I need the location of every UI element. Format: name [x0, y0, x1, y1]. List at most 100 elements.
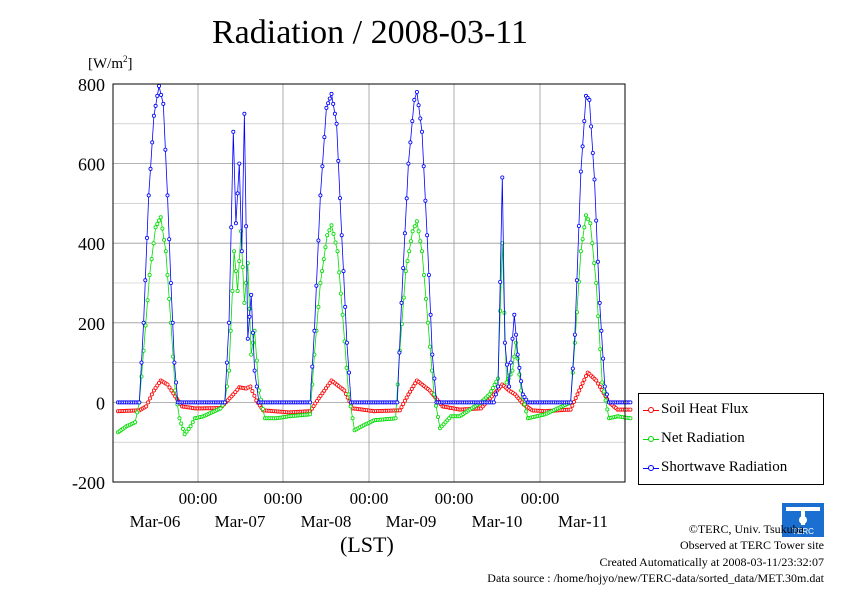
- data-point: [171, 391, 176, 396]
- data-point: [419, 129, 424, 134]
- data-point: [508, 360, 513, 365]
- x-tick-time: 00:00: [350, 489, 389, 508]
- legend-label-net: Net Radiation: [661, 430, 745, 446]
- data-point: [139, 360, 144, 365]
- data-point: [143, 278, 148, 283]
- data-point: [156, 218, 161, 223]
- data-point: [524, 397, 529, 402]
- data-point: [250, 330, 255, 335]
- data-point: [393, 416, 398, 421]
- x-tick-date: Mar-10: [472, 512, 523, 531]
- data-point: [182, 432, 187, 437]
- data-point: [334, 121, 339, 126]
- data-point: [416, 103, 421, 108]
- data-point: [628, 407, 633, 412]
- data-point: [344, 340, 349, 345]
- data-point: [588, 221, 593, 226]
- data-point: [324, 105, 329, 110]
- data-point: [423, 198, 428, 203]
- data-point: [325, 233, 330, 238]
- data-point: [341, 269, 346, 274]
- data-point: [568, 400, 573, 405]
- data-point: [584, 374, 589, 379]
- data-point: [408, 140, 413, 145]
- y-tick-label: 400: [78, 234, 105, 254]
- legend: Soil Heat Flux Net Radiation Shortwave R…: [638, 393, 824, 485]
- credit-copyright: ©TERC, Univ. Tsukuba: [688, 522, 804, 536]
- data-point: [580, 237, 585, 242]
- data-point: [250, 389, 255, 394]
- data-point: [235, 191, 240, 196]
- data-point: [427, 344, 432, 349]
- data-point: [596, 314, 601, 319]
- data-point: [188, 424, 193, 429]
- y-tick-label: 600: [78, 155, 105, 175]
- data-point: [599, 328, 604, 333]
- data-point: [404, 196, 409, 201]
- data-point: [337, 196, 342, 201]
- data-point: [408, 239, 413, 244]
- data-point: [239, 249, 244, 254]
- data-point: [144, 404, 149, 409]
- data-point: [587, 97, 592, 102]
- x-tick-date: Mar-08: [301, 512, 352, 531]
- data-point: [308, 412, 313, 417]
- data-point: [406, 392, 411, 397]
- data-point: [254, 384, 259, 389]
- data-point: [233, 221, 238, 226]
- data-point: [169, 388, 174, 393]
- data-point: [580, 144, 585, 149]
- data-point: [594, 378, 599, 383]
- chart-title: Radiation / 2008-03-11: [211, 14, 529, 51]
- data-point: [433, 403, 438, 408]
- data-point: [150, 140, 155, 145]
- data-point: [515, 352, 520, 357]
- data-point: [148, 166, 153, 171]
- x-tick-time: 00:00: [521, 489, 560, 508]
- data-point: [226, 368, 231, 373]
- unit-close: ]: [127, 56, 133, 72]
- y-tick-label: 800: [78, 75, 105, 95]
- data-point: [524, 409, 529, 414]
- data-point: [421, 164, 426, 169]
- data-point: [590, 150, 595, 155]
- data-point: [342, 388, 347, 393]
- data-point: [429, 368, 434, 373]
- data-point: [237, 259, 242, 264]
- data-point: [584, 213, 589, 218]
- data-point: [504, 380, 509, 385]
- data-point: [336, 158, 341, 163]
- data-point: [318, 280, 323, 285]
- data-point: [582, 225, 587, 230]
- data-point: [595, 259, 600, 264]
- data-point: [242, 111, 247, 116]
- data-point: [586, 217, 591, 222]
- x-tick-date: Mar-06: [130, 512, 181, 531]
- data-point: [522, 402, 527, 407]
- data-point: [163, 147, 168, 152]
- legend-marker-net: [648, 436, 654, 442]
- data-point: [435, 414, 440, 419]
- data-point: [151, 241, 156, 246]
- data-point: [404, 395, 409, 400]
- data-point: [582, 377, 587, 382]
- data-point: [343, 304, 348, 309]
- data-point: [602, 384, 607, 389]
- data-point: [407, 249, 412, 254]
- data-point: [153, 225, 158, 230]
- data-point: [412, 97, 417, 102]
- data-point: [507, 384, 512, 389]
- data-point: [177, 416, 182, 421]
- data-point: [159, 92, 164, 97]
- data-point: [230, 288, 235, 293]
- data-point: [245, 336, 250, 341]
- data-point: [570, 403, 575, 408]
- data-point: [180, 426, 185, 431]
- data-point: [346, 392, 351, 397]
- data-point: [597, 384, 602, 389]
- data-point: [409, 386, 414, 391]
- data-point: [577, 388, 582, 393]
- data-point: [331, 101, 336, 106]
- data-point: [237, 161, 242, 166]
- data-point: [350, 416, 355, 421]
